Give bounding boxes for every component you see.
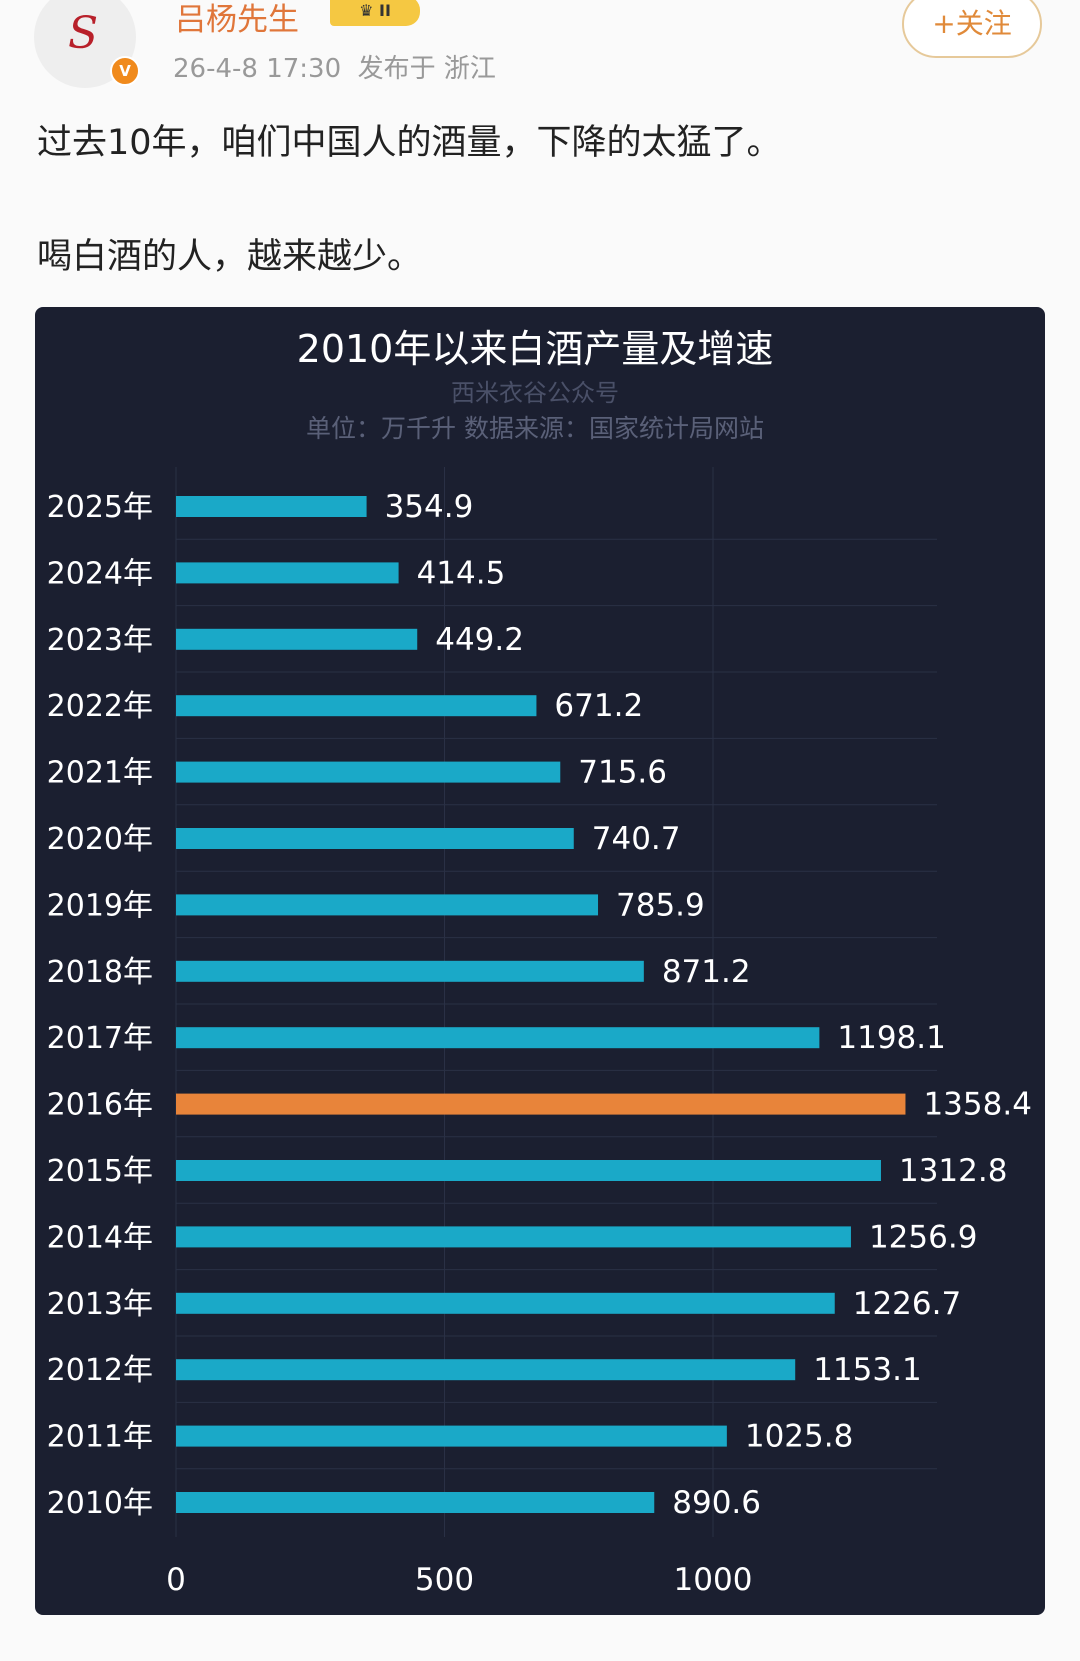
bar	[176, 1226, 851, 1248]
verified-badge-icon: V	[110, 56, 140, 86]
bar	[176, 1359, 796, 1381]
chart-image[interactable]: 2010年以来白酒产量及增速西米衣谷公众号单位：万千升 数据来源：国家统计局网站…	[35, 307, 1045, 1615]
y-tick-label: 2017年	[47, 1021, 153, 1056]
data-label: 715.6	[578, 755, 667, 791]
post-time: 26-4-8 17:30	[173, 54, 342, 84]
level-badge: ♛ II	[330, 0, 420, 26]
follow-button[interactable]: +关注	[902, 0, 1042, 58]
y-tick-label: 2022年	[47, 689, 153, 724]
data-label: 1256.9	[869, 1219, 977, 1255]
data-label: 1312.8	[899, 1153, 1007, 1189]
y-tick-label: 2014年	[47, 1220, 153, 1255]
bar	[176, 828, 574, 849]
bar	[176, 1425, 727, 1447]
data-label: 354.9	[385, 489, 474, 525]
data-label: 1025.8	[745, 1419, 853, 1455]
data-label: 785.9	[616, 887, 705, 923]
data-label: 671.2	[554, 688, 643, 724]
data-label: 1153.1	[813, 1352, 921, 1388]
post-meta: 26-4-8 17:30 发布于 浙江	[173, 48, 496, 85]
data-label: 1226.7	[853, 1286, 961, 1322]
bar	[176, 562, 399, 584]
bar	[176, 1292, 835, 1314]
y-tick-label: 2010年	[47, 1486, 153, 1521]
x-tick-label: 500	[415, 1562, 474, 1598]
y-tick-label: 2018年	[47, 955, 153, 990]
data-label: 890.6	[672, 1485, 761, 1521]
y-tick-label: 2016年	[47, 1088, 153, 1123]
bar	[176, 1093, 906, 1115]
y-tick-label: 2025年	[47, 490, 153, 525]
bar	[176, 695, 537, 717]
data-label: 1198.1	[837, 1020, 945, 1056]
bar	[176, 1027, 820, 1049]
y-tick-label: 2015年	[47, 1154, 153, 1189]
data-label: 871.2	[662, 954, 751, 990]
bar	[176, 1492, 655, 1513]
x-tick-label: 1000	[674, 1562, 753, 1598]
y-tick-label: 2021年	[47, 756, 153, 791]
data-label: 449.2	[435, 622, 524, 658]
bar	[176, 1160, 881, 1181]
chart-watermark: 西米衣谷公众号	[451, 379, 619, 407]
x-tick-label: 0	[166, 1562, 186, 1598]
bar	[176, 628, 418, 650]
y-tick-label: 2024年	[47, 556, 153, 591]
y-tick-label: 2011年	[47, 1420, 153, 1455]
y-tick-label: 2013年	[47, 1287, 153, 1322]
y-tick-label: 2023年	[47, 623, 153, 658]
post-location: 发布于 浙江	[357, 54, 496, 84]
chart-subtitle: 单位：万千升 数据来源：国家统计局网站	[306, 414, 764, 443]
data-label: 740.7	[592, 821, 681, 857]
bar	[176, 894, 599, 916]
bar	[176, 761, 561, 783]
level-badge-text: II	[379, 1, 391, 20]
y-tick-label: 2019年	[47, 888, 153, 923]
avatar-logo: S	[68, 8, 99, 59]
bar	[176, 496, 367, 517]
author-name[interactable]: 吕杨先生	[175, 2, 299, 38]
data-label: 1358.4	[923, 1087, 1031, 1123]
bar	[176, 960, 644, 982]
post-text-line1: 过去10年，咱们中国人的酒量，下降的太猛了。	[37, 123, 782, 163]
chart-title: 2010年以来白酒产量及增速	[297, 327, 774, 371]
y-tick-label: 2012年	[47, 1353, 153, 1388]
data-label: 414.5	[417, 555, 506, 591]
post-text-line2: 喝白酒的人，越来越少。	[37, 237, 423, 277]
y-tick-label: 2020年	[47, 822, 153, 857]
